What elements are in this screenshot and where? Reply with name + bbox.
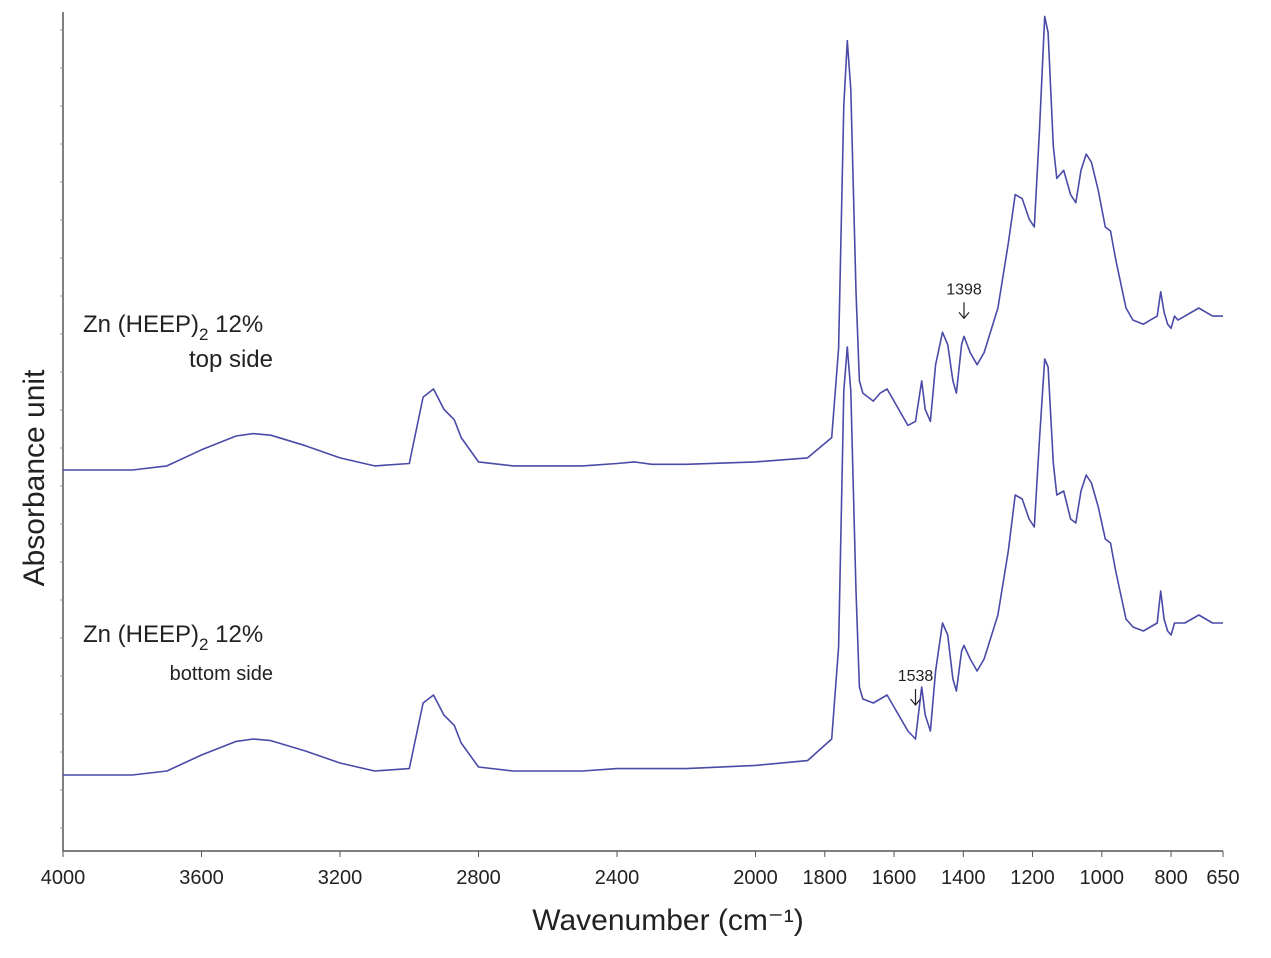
peak-annotation-1538: 1538: [898, 668, 934, 706]
series-label-bottom-main: Zn (HEEP): [83, 621, 199, 648]
series-label-bottom-line2: bottom side: [170, 663, 273, 685]
x-tick-label: 3200: [318, 867, 363, 889]
x-tick-label: 1800: [803, 867, 848, 889]
x-tick-label: 650: [1206, 867, 1239, 889]
x-tick-label: 2400: [595, 867, 640, 889]
x-tick-label: 2000: [733, 867, 778, 889]
series-label-top-main: Zn (HEEP): [83, 311, 199, 338]
x-tick-label: 3600: [179, 867, 224, 889]
x-tick-label: 1000: [1080, 867, 1125, 889]
x-tick-label: 4000: [41, 867, 86, 889]
peak-annotation-label: 1538: [898, 668, 934, 685]
spectrum-line-top-side: [63, 15, 1223, 471]
series-labels: Zn (HEEP)2 12% top side Zn (HEEP)2 12% b…: [83, 311, 273, 685]
axes: 4000 3600 3200 2800 2400 2000 1800 1600 1400 1200…: [41, 12, 1240, 889]
series-label-top-suffix: 12%: [208, 311, 263, 338]
series-label-bottom-subscript: 2: [199, 635, 208, 654]
x-tick-label: 1600: [872, 867, 917, 889]
x-axis-title: Wavenumber (cm⁻¹): [532, 904, 803, 937]
spectrum-line-bottom-side: [63, 346, 1223, 776]
annotations: 1398 1538: [898, 281, 982, 706]
peak-annotation-arrowhead: [910, 698, 921, 706]
x-tick-label: 2800: [456, 867, 501, 889]
peak-annotation-arrowhead: [958, 311, 970, 320]
series-label-top: Zn (HEEP)2 12%: [83, 311, 263, 344]
x-tick-label: 1200: [1010, 867, 1055, 889]
x-tick-label: 800: [1154, 867, 1187, 889]
peak-annotation-label: 1398: [946, 281, 982, 298]
series-layer: [63, 15, 1223, 776]
x-axis-ticks: 4000 3600 3200 2800 2400 2000 1800 1600 1400 1200…: [41, 851, 1240, 889]
y-axis-title: Absorbance unit: [18, 369, 51, 586]
series-label-bottom: Zn (HEEP)2 12%: [83, 621, 263, 654]
series-label-top-subscript: 2: [199, 325, 208, 344]
y-axis-ticks: [60, 29, 63, 829]
series-label-bottom-suffix: 12%: [208, 621, 263, 648]
x-tick-label: 1400: [941, 867, 986, 889]
series-label-top-line2: top side: [189, 346, 273, 373]
peak-annotation-1398: 1398: [946, 281, 982, 320]
